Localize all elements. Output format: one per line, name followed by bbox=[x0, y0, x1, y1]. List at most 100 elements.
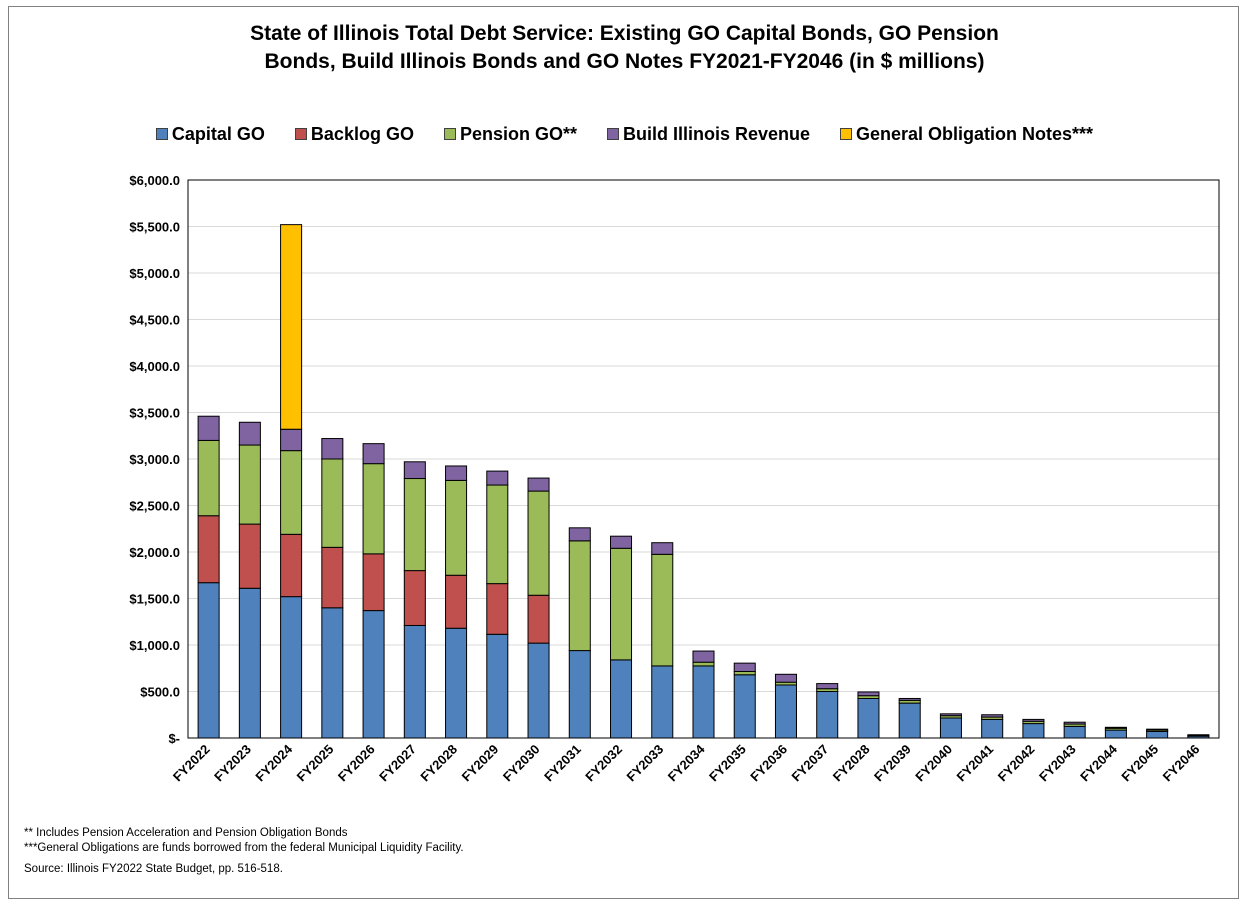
bar-segment bbox=[197, 439, 220, 517]
bar-segment bbox=[321, 607, 344, 739]
legend-item-build-illinois-revenue: Build Illinois Revenue bbox=[606, 123, 811, 145]
bar-segment bbox=[238, 523, 261, 589]
bar-segment bbox=[857, 697, 880, 739]
bar-segment bbox=[816, 691, 839, 739]
legend-item-pension-go: Pension GO** bbox=[443, 124, 577, 145]
bar-segment bbox=[939, 713, 962, 717]
x-tick-label: FY2039 bbox=[871, 742, 914, 785]
bar-segment bbox=[1104, 729, 1127, 739]
chart-notes: ** Includes Pension Acceleration and Pen… bbox=[24, 826, 464, 877]
y-tick-label: $5,000.0 bbox=[129, 266, 180, 281]
plot-border bbox=[187, 179, 1220, 739]
bar-segment bbox=[445, 479, 468, 576]
bar-segment bbox=[238, 587, 261, 739]
y-tick-label: $4,500.0 bbox=[129, 313, 180, 328]
bar-segment bbox=[445, 627, 468, 739]
bar-segment bbox=[733, 674, 756, 739]
legend-label-general-obligation-notes: General Obligation Notes*** bbox=[856, 123, 1094, 144]
bar-segment bbox=[280, 533, 303, 598]
bar-segment bbox=[692, 650, 715, 663]
bar-segment bbox=[280, 450, 303, 535]
bar-segment bbox=[362, 553, 385, 612]
bar-segment bbox=[610, 547, 633, 661]
bar-segment bbox=[898, 697, 921, 701]
x-tick-label: FY2043 bbox=[1036, 742, 1079, 785]
x-tick-label: FY2044 bbox=[1077, 741, 1120, 784]
bar-segment bbox=[197, 415, 220, 441]
x-tick-label: FY2028 bbox=[417, 742, 460, 785]
x-tick-label: FY2040 bbox=[912, 742, 955, 785]
legend-swatch-capital-go bbox=[155, 128, 168, 140]
x-tick-label: FY2023 bbox=[211, 742, 254, 785]
legend-label-backlog-go: Backlog GO bbox=[310, 123, 414, 144]
footnote-pension: ** Includes Pension Acceleration and Pen… bbox=[24, 827, 348, 839]
x-tick-label: FY2045 bbox=[1118, 742, 1161, 785]
bar-segment bbox=[1022, 718, 1045, 722]
y-tick-label: $6,000.0 bbox=[129, 173, 180, 188]
y-tick-label: $2,500.0 bbox=[129, 499, 180, 514]
x-tick-label: FY2029 bbox=[459, 742, 502, 785]
x-tick-label: FY2028 bbox=[830, 742, 873, 785]
bar-segment bbox=[527, 490, 550, 596]
bar-segment bbox=[280, 224, 303, 430]
y-tick-label: $1,500.0 bbox=[129, 592, 180, 607]
legend-swatch-pension-go bbox=[443, 128, 456, 140]
x-tick-label: FY2025 bbox=[294, 742, 337, 785]
x-tick-label: FY2034 bbox=[665, 741, 708, 784]
bar-segment bbox=[651, 665, 674, 739]
y-tick-label: $3,500.0 bbox=[129, 406, 180, 421]
bar-segment bbox=[692, 661, 715, 667]
y-tick-label: $500.0 bbox=[140, 685, 180, 700]
bar-segment bbox=[651, 553, 674, 667]
chart-title-line-2: Bonds, Build Illinois Bonds and GO Notes… bbox=[264, 50, 985, 73]
bar-segment bbox=[1146, 728, 1169, 731]
footnote-general-obligations: ***General Obligations are funds borrowe… bbox=[24, 842, 464, 854]
bar-segment bbox=[486, 633, 509, 739]
bar-segment bbox=[857, 691, 880, 697]
x-tick-label: FY2035 bbox=[706, 742, 749, 785]
bar-segment bbox=[816, 683, 839, 690]
legend-item-capital-go: Capital GO bbox=[155, 124, 265, 145]
y-tick-label: $3,000.0 bbox=[129, 452, 180, 467]
x-tick-label: FY2031 bbox=[541, 742, 584, 785]
x-tick-label: FY2041 bbox=[953, 742, 996, 785]
bar-segment bbox=[197, 515, 220, 584]
legend-swatch-build-illinois-revenue bbox=[606, 128, 619, 140]
bar-segment bbox=[610, 535, 633, 549]
bar-segment bbox=[527, 642, 550, 739]
x-tick-label: FY2027 bbox=[376, 742, 419, 785]
bar-segment bbox=[651, 542, 674, 555]
x-tick-label: FY2037 bbox=[789, 742, 832, 785]
bar-segment bbox=[610, 659, 633, 739]
bar-segment bbox=[403, 624, 426, 739]
x-tick-label: FY2032 bbox=[582, 742, 625, 785]
y-tick-label: $4,000.0 bbox=[129, 359, 180, 374]
bar-segment bbox=[403, 570, 426, 626]
legend-label-build-illinois-revenue: Build Illinois Revenue bbox=[622, 123, 811, 144]
x-tick-label: FY2030 bbox=[500, 742, 543, 785]
bar-segment bbox=[568, 650, 591, 739]
x-tick-label: FY2046 bbox=[1160, 742, 1203, 785]
bar-segment bbox=[486, 484, 509, 585]
bar-segment bbox=[1022, 723, 1045, 739]
bar-segment bbox=[445, 574, 468, 629]
bar-segment bbox=[321, 458, 344, 548]
bar-segment bbox=[1063, 725, 1086, 739]
bar-segment bbox=[939, 717, 962, 739]
legend-item-general-obligation-notes: General Obligation Notes*** bbox=[840, 124, 1093, 145]
bar-segment bbox=[197, 582, 220, 739]
bar-segment bbox=[1146, 730, 1169, 739]
y-tick-label: $2,000.0 bbox=[129, 545, 180, 560]
bar-segment bbox=[898, 702, 921, 739]
bar-segment bbox=[981, 718, 1004, 739]
bar-segment bbox=[280, 596, 303, 739]
bar-segment bbox=[403, 478, 426, 572]
bar-segment bbox=[1063, 721, 1086, 725]
bar-segment bbox=[362, 610, 385, 739]
chart-title-line-1: State of Illinois Total Debt Service: Ex… bbox=[250, 22, 999, 45]
x-tick-label: FY2022 bbox=[170, 742, 213, 785]
legend-item-backlog-go: Backlog GO bbox=[294, 123, 414, 145]
bar-segment bbox=[774, 673, 797, 683]
bar-segment bbox=[280, 428, 303, 452]
